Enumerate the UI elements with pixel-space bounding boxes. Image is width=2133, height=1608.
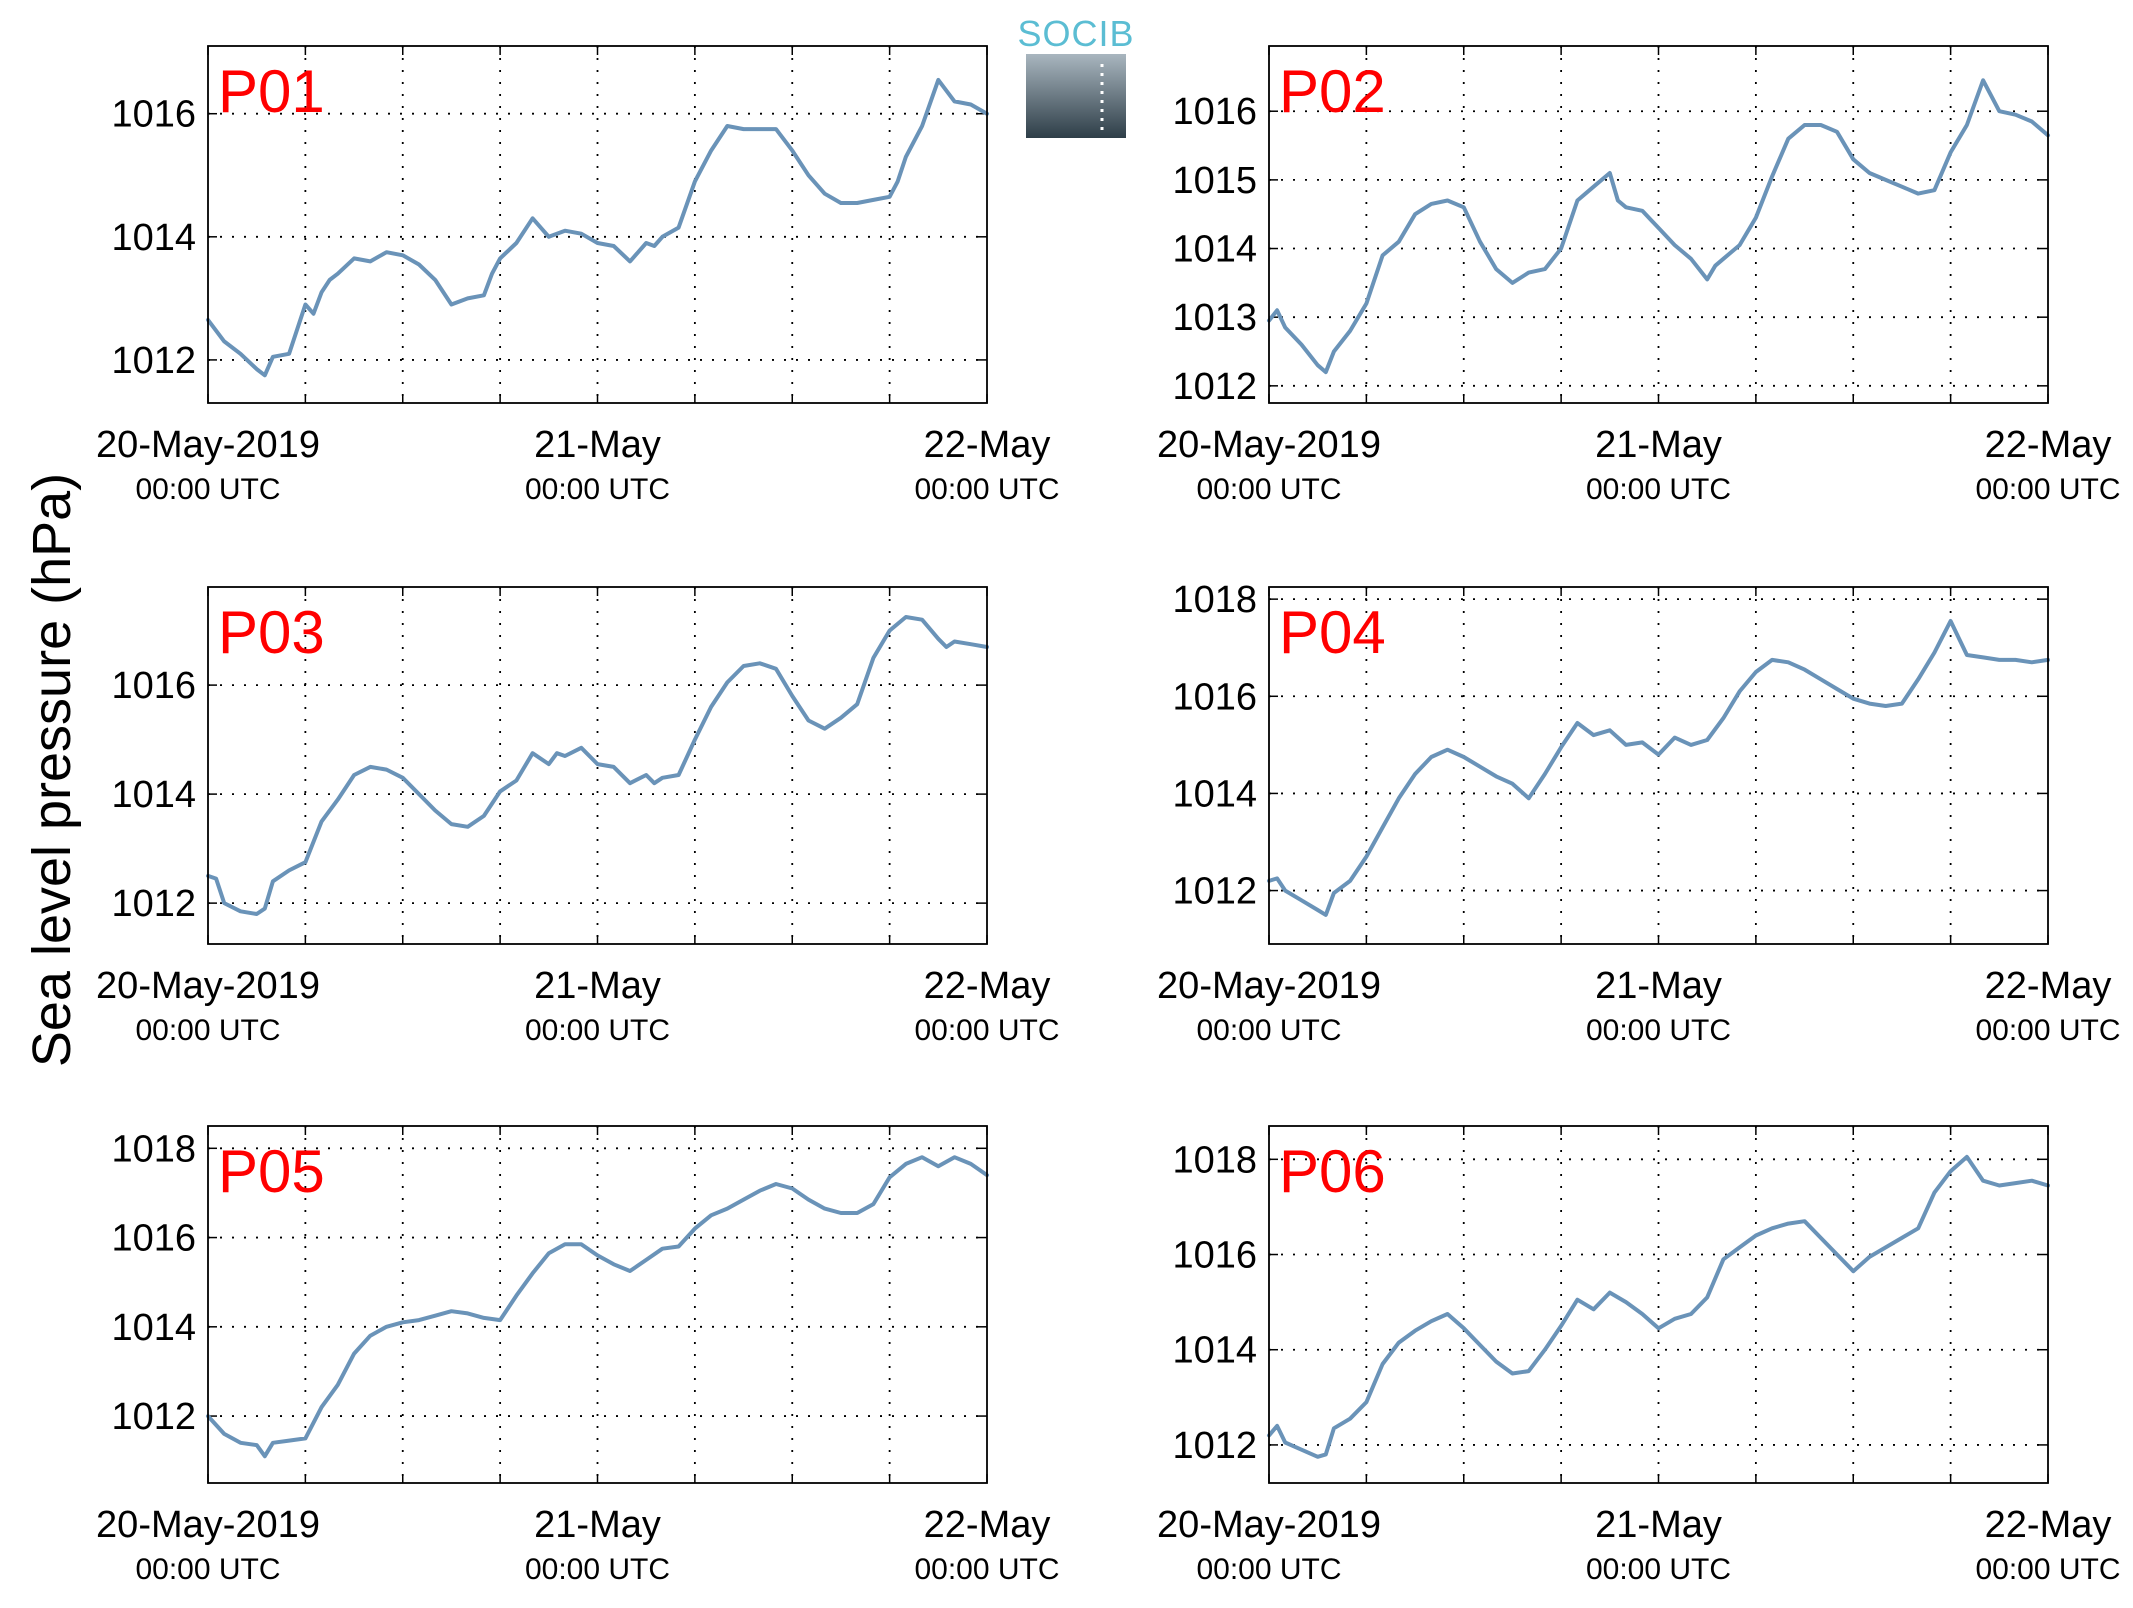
y-tick-label: 1012 — [111, 883, 196, 925]
panel-title: P06 — [1279, 1138, 1386, 1205]
x-tick-label-time: 00:00 UTC — [1586, 473, 1731, 506]
series-line — [1267, 78, 2050, 375]
x-tick-label-date: 22-May — [1985, 424, 2112, 466]
y-tick-label: 1012 — [1172, 871, 1257, 913]
x-tick-label-date: 21-May — [534, 965, 661, 1007]
x-tick-label-time: 00:00 UTC — [135, 473, 280, 506]
x-tick-label-date: 22-May — [924, 1504, 1051, 1546]
x-tick-label-time: 00:00 UTC — [1586, 1553, 1731, 1586]
plot-frame — [207, 1125, 988, 1484]
x-tick-label-date: 21-May — [1595, 1504, 1722, 1546]
y-tick-label: 1014 — [111, 1307, 196, 1349]
x-tick-label-date: 20-May-2019 — [1157, 1504, 1381, 1546]
panel-p02: 1012 1013 1014 1015 1016 20-May-2019 00:00 UTC… — [1157, 45, 2121, 506]
x-tick-label-time: 00:00 UTC — [525, 1014, 670, 1047]
y-tick-label: 1014 — [1172, 229, 1257, 271]
x-tick-label-date: 21-May — [534, 424, 661, 466]
panel-title: P03 — [218, 599, 325, 666]
x-tick-label-date: 20-May-2019 — [1157, 424, 1381, 466]
y-tick-label: 1014 — [1172, 1330, 1257, 1372]
panel-p04: 1012 1014 1016 1018 20-May-2019 00:00 UTC 21-M… — [1157, 579, 2120, 1047]
panel-p03: 1012 1014 1016 20-May-2019 00:00 UTC 21-May 00… — [96, 586, 1060, 1047]
x-tick-label-time: 00:00 UTC — [914, 473, 1059, 506]
logo-mark — [1026, 54, 1126, 138]
y-tick-label: 1018 — [1172, 1139, 1257, 1181]
panel-p05: 1012 1014 1016 1018 20-May-2019 00:00 UTC 21-M… — [96, 1125, 1060, 1586]
x-tick-label-date: 22-May — [924, 424, 1051, 466]
panel-title: P01 — [218, 58, 325, 125]
y-axis-label: Sea level pressure (hPa) — [22, 473, 82, 1067]
x-tick-label-date: 21-May — [534, 1504, 661, 1546]
panel-title: P02 — [1279, 58, 1386, 125]
logo-text: SOCIB — [1017, 13, 1134, 54]
plot-frame — [1268, 45, 2049, 404]
y-tick-label: 1016 — [111, 1218, 196, 1260]
x-tick-label-date: 21-May — [1595, 424, 1722, 466]
y-tick-label: 1016 — [1172, 91, 1257, 133]
panel-p01: 1012 1014 1016 20-May-2019 00:00 UTC 21-May 00… — [96, 45, 1060, 506]
series-line — [206, 1155, 989, 1459]
x-tick-label-time: 00:00 UTC — [914, 1014, 1059, 1047]
x-tick-label-time: 00:00 UTC — [914, 1553, 1059, 1586]
y-tick-label: 1016 — [111, 94, 196, 136]
x-tick-label-time: 00:00 UTC — [135, 1553, 280, 1586]
y-tick-label: 1012 — [1172, 1425, 1257, 1467]
x-tick-label-date: 20-May-2019 — [1157, 965, 1381, 1007]
panel-title: P05 — [218, 1138, 325, 1205]
x-tick-label-time: 00:00 UTC — [1975, 1014, 2120, 1047]
x-tick-label-time: 00:00 UTC — [135, 1014, 280, 1047]
panel-p06: 1012 1014 1016 1018 20-May-2019 00:00 UTC 21-M… — [1157, 1125, 2121, 1586]
x-tick-label-time: 00:00 UTC — [525, 473, 670, 506]
panels: 1012 1014 1016 20-May-2019 00:00 UTC 21-May 00… — [96, 45, 2121, 1586]
series-line — [206, 615, 989, 916]
x-tick-label-date: 22-May — [1985, 965, 2112, 1007]
x-tick-label-time: 00:00 UTC — [525, 1553, 670, 1586]
x-tick-label-date: 22-May — [924, 965, 1051, 1007]
x-tick-label-time: 00:00 UTC — [1975, 473, 2120, 506]
y-tick-label: 1012 — [1172, 366, 1257, 408]
y-tick-label: 1012 — [111, 1396, 196, 1438]
plot-frame — [1268, 586, 2049, 945]
y-tick-label: 1014 — [1172, 773, 1257, 815]
series-line — [1267, 619, 2050, 917]
x-tick-label-time: 00:00 UTC — [1196, 1553, 1341, 1586]
plot-frame — [207, 586, 988, 945]
socib-logo: SOCIB — [1017, 13, 1134, 138]
y-tick-label: 1016 — [1172, 1235, 1257, 1277]
x-tick-label-time: 00:00 UTC — [1196, 1014, 1341, 1047]
x-tick-label-time: 00:00 UTC — [1975, 1553, 2120, 1586]
x-tick-label-date: 21-May — [1595, 965, 1722, 1007]
plot-frame — [1268, 1125, 2049, 1484]
x-tick-label-time: 00:00 UTC — [1196, 473, 1341, 506]
y-tick-label: 1014 — [111, 217, 196, 259]
panel-title: P04 — [1279, 599, 1386, 666]
y-tick-label: 1018 — [111, 1128, 196, 1170]
y-tick-label: 1015 — [1172, 160, 1257, 202]
y-tick-label: 1012 — [111, 340, 196, 382]
x-tick-label-date: 20-May-2019 — [96, 1504, 320, 1546]
x-tick-label-date: 20-May-2019 — [96, 965, 320, 1007]
y-tick-label: 1013 — [1172, 297, 1257, 339]
y-tick-label: 1018 — [1172, 579, 1257, 621]
x-tick-label-time: 00:00 UTC — [1586, 1014, 1731, 1047]
plot-frame — [207, 45, 988, 404]
x-tick-label-date: 22-May — [1985, 1504, 2112, 1546]
series-line — [1267, 1154, 2050, 1459]
y-tick-label: 1016 — [1172, 676, 1257, 718]
series-line — [206, 77, 989, 378]
y-tick-label: 1016 — [111, 665, 196, 707]
x-tick-label-date: 20-May-2019 — [96, 424, 320, 466]
y-tick-label: 1014 — [111, 774, 196, 816]
